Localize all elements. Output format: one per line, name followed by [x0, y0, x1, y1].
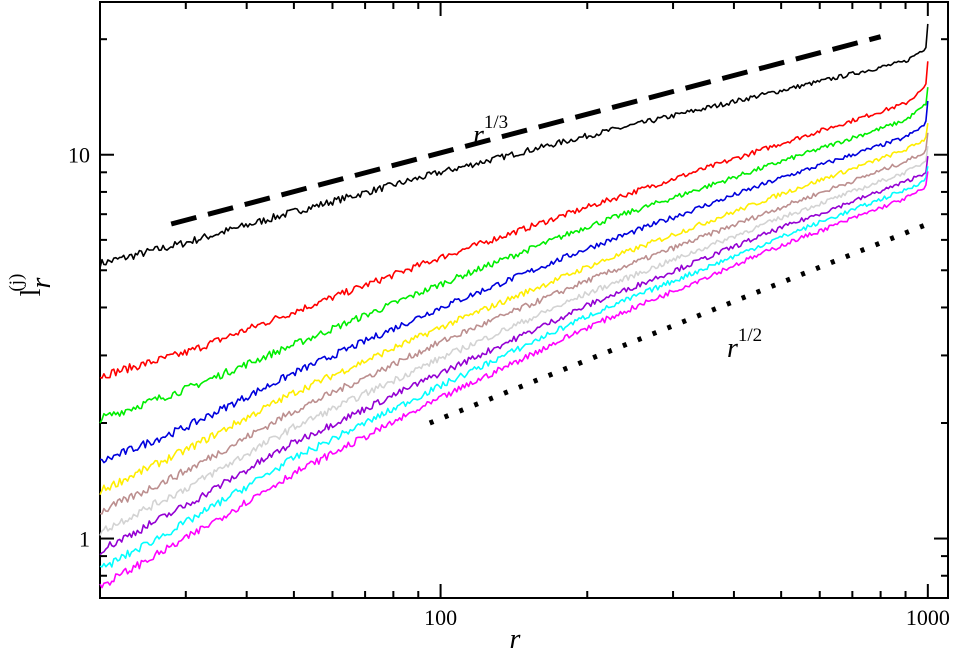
series-line-9 [99, 166, 929, 568]
y-tick-label: 10 [68, 143, 90, 168]
series-line-3 [99, 87, 929, 424]
reference-lines [170, 34, 929, 426]
series-line-1 [99, 23, 929, 269]
data-series [99, 23, 929, 589]
series-line-5 [99, 122, 929, 496]
y-axis-title-base: l [16, 288, 47, 296]
series-line-8 [99, 156, 929, 556]
y-tick-label: 1 [79, 527, 90, 552]
guide-label-cube-root: r1/3 [473, 112, 508, 151]
series-line-10 [99, 171, 929, 589]
x-tick-label: 1000 [906, 605, 950, 630]
y-axis-title-superscript: (j) [6, 274, 27, 292]
series-line-6 [99, 132, 929, 515]
y-axis-title: lr(j) [6, 274, 57, 297]
axis-ticks [99, 2, 948, 599]
svg-text:lr(j): lr(j) [6, 274, 57, 297]
x-axis-title: r [510, 624, 521, 653]
guide-label-square-root: r1/2 [727, 325, 762, 364]
guide-line-square-root [428, 221, 929, 426]
y-axis-title-subscript: r [26, 278, 57, 289]
plot-frame [99, 1, 949, 599]
series-line-7 [99, 145, 929, 536]
series-line-4 [99, 100, 929, 464]
guide-line-cube-root [170, 34, 882, 227]
tick-labels: 100 1000 1 10 [68, 143, 950, 630]
series-line-2 [99, 61, 929, 379]
x-tick-label: 100 [424, 605, 457, 630]
